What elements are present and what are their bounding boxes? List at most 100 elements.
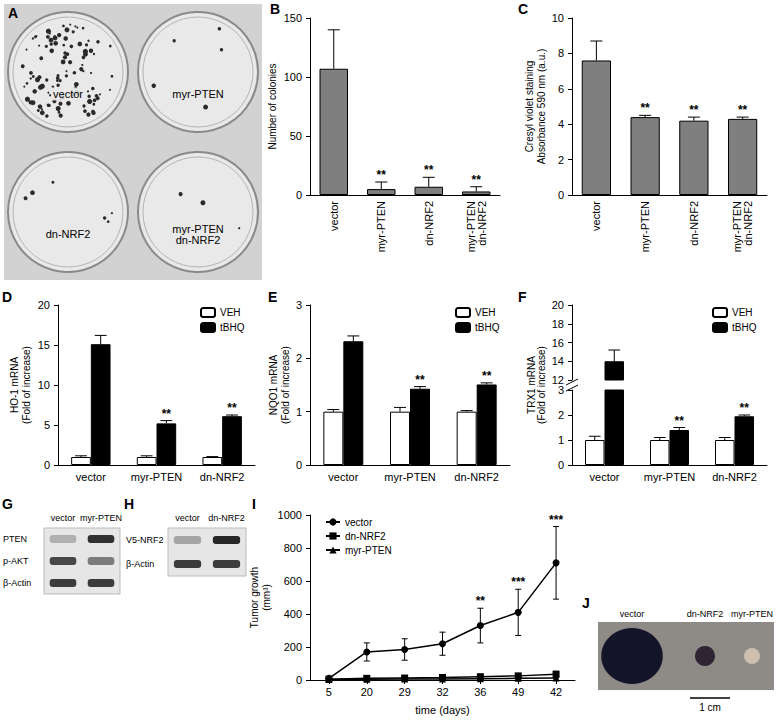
svg-text:dn-NRF2: dn-NRF2 [176, 234, 221, 246]
svg-text:5: 5 [44, 419, 50, 431]
svg-text:600: 600 [284, 575, 302, 587]
svg-text:20: 20 [552, 299, 564, 311]
svg-text:**: ** [162, 407, 172, 421]
svg-text:myr-PTEN: myr-PTEN [80, 513, 122, 523]
svg-text:20: 20 [361, 686, 373, 698]
svg-text:vector: vector [76, 471, 106, 483]
svg-text:**: ** [740, 401, 750, 415]
svg-text:20: 20 [38, 299, 50, 311]
svg-text:0: 0 [558, 189, 564, 201]
svg-text:**: ** [640, 101, 650, 115]
svg-text:0: 0 [558, 459, 564, 471]
svg-text:***: *** [511, 575, 525, 589]
svg-text:100: 100 [284, 71, 302, 83]
svg-text:3: 3 [558, 384, 564, 396]
svg-text:**: ** [689, 103, 699, 117]
svg-text:800: 800 [284, 542, 302, 554]
svg-text:tBHQ: tBHQ [475, 322, 500, 333]
svg-text:vector: vector [590, 471, 620, 483]
svg-text:1: 1 [558, 434, 564, 446]
svg-text:G: G [2, 496, 13, 512]
svg-text:2: 2 [296, 352, 302, 364]
svg-text:(Fold of increase): (Fold of increase) [536, 346, 547, 424]
svg-text:(Fold of increase): (Fold of increase) [21, 346, 32, 424]
svg-text:50: 50 [290, 130, 302, 142]
svg-text:D: D [2, 289, 12, 305]
svg-text:**: ** [675, 414, 685, 428]
svg-text:5: 5 [326, 686, 332, 698]
svg-text:1 cm: 1 cm [699, 702, 721, 713]
svg-text:Cresyl violet staining: Cresyl violet staining [524, 61, 535, 153]
svg-text:dn-NRF2: dn-NRF2 [200, 471, 245, 483]
svg-text:myr-PTEN: myr-PTEN [131, 471, 182, 483]
svg-text:10: 10 [38, 379, 50, 391]
svg-text:VEH: VEH [220, 307, 241, 318]
svg-text:**: ** [227, 401, 237, 415]
svg-text:dn-NRF2: dn-NRF2 [345, 531, 386, 542]
svg-text:10: 10 [552, 12, 564, 24]
svg-text:I: I [252, 496, 256, 512]
svg-text:F: F [518, 289, 527, 305]
svg-text:0: 0 [44, 459, 50, 471]
svg-text:B: B [270, 1, 280, 17]
svg-text:myr-PTEN: myr-PTEN [345, 545, 392, 556]
svg-text:**: ** [472, 173, 482, 187]
svg-text:myr-PTEN: myr-PTEN [731, 609, 773, 619]
svg-text:E: E [268, 289, 277, 305]
svg-text:vector: vector [175, 513, 200, 523]
svg-text:β-Actin: β-Actin [126, 559, 154, 569]
svg-text:vector: vector [620, 609, 645, 619]
svg-text:0: 0 [296, 189, 302, 201]
svg-text:Number of colonies: Number of colonies [267, 63, 278, 149]
svg-text:vector: vector [328, 201, 340, 231]
svg-text:β-Actin: β-Actin [3, 578, 31, 588]
svg-text:V5-NRF2: V5-NRF2 [126, 535, 164, 545]
svg-text:J: J [582, 595, 590, 611]
svg-text:36: 36 [474, 686, 486, 698]
svg-text:2: 2 [558, 154, 564, 166]
svg-text:3: 3 [296, 299, 302, 311]
svg-text:dn-NRF2: dn-NRF2 [476, 201, 488, 246]
svg-text:dn-NRF2: dn-NRF2 [742, 201, 754, 246]
svg-text:0: 0 [296, 674, 302, 686]
svg-text:A: A [8, 5, 18, 21]
svg-text:myr-PTEN: myr-PTEN [375, 201, 387, 252]
svg-text:29: 29 [399, 686, 411, 698]
svg-text:dn-NRF2: dn-NRF2 [688, 201, 700, 246]
svg-text:dn-NRF2: dn-NRF2 [208, 513, 245, 523]
svg-text:vector: vector [53, 88, 83, 100]
svg-text:tBHQ: tBHQ [220, 322, 245, 333]
svg-text:VEH: VEH [732, 307, 753, 318]
svg-text:dn-NRF2: dn-NRF2 [687, 609, 724, 619]
svg-text:Absorbance 590 nm (a.u.): Absorbance 590 nm (a.u.) [536, 49, 547, 165]
svg-text:49: 49 [512, 686, 524, 698]
svg-text:42: 42 [550, 686, 562, 698]
svg-text:dn-NRF2: dn-NRF2 [712, 471, 757, 483]
svg-text:4: 4 [558, 118, 564, 130]
svg-text:myr-PTEN: myr-PTEN [644, 471, 695, 483]
svg-text:time (days): time (days) [415, 704, 469, 716]
svg-text:400: 400 [284, 608, 302, 620]
svg-text:H: H [124, 496, 134, 512]
svg-text:vector: vector [590, 201, 602, 231]
svg-text:14: 14 [552, 355, 564, 367]
svg-text:p-AKT: p-AKT [3, 556, 29, 566]
svg-text:vector: vector [345, 517, 373, 528]
svg-text:dn-NRF2: dn-NRF2 [454, 471, 499, 483]
svg-text:200: 200 [284, 641, 302, 653]
svg-text:C: C [518, 1, 528, 17]
svg-text:**: ** [377, 168, 387, 182]
svg-text:8: 8 [558, 47, 564, 59]
svg-text:(mm³): (mm³) [261, 584, 272, 611]
svg-text:***: *** [549, 513, 563, 527]
svg-text:myr-PTEN: myr-PTEN [384, 471, 435, 483]
svg-text:vector: vector [328, 471, 358, 483]
svg-text:**: ** [476, 594, 486, 608]
svg-text:1: 1 [296, 406, 302, 418]
svg-text:VEH: VEH [475, 307, 496, 318]
svg-text:myr-PTEN: myr-PTEN [639, 201, 651, 252]
svg-text:tBHQ: tBHQ [732, 322, 757, 333]
svg-text:dn-NRF2: dn-NRF2 [46, 228, 91, 240]
svg-text:NQO1 mRNA: NQO1 mRNA [268, 354, 279, 415]
svg-text:18: 18 [552, 318, 564, 330]
